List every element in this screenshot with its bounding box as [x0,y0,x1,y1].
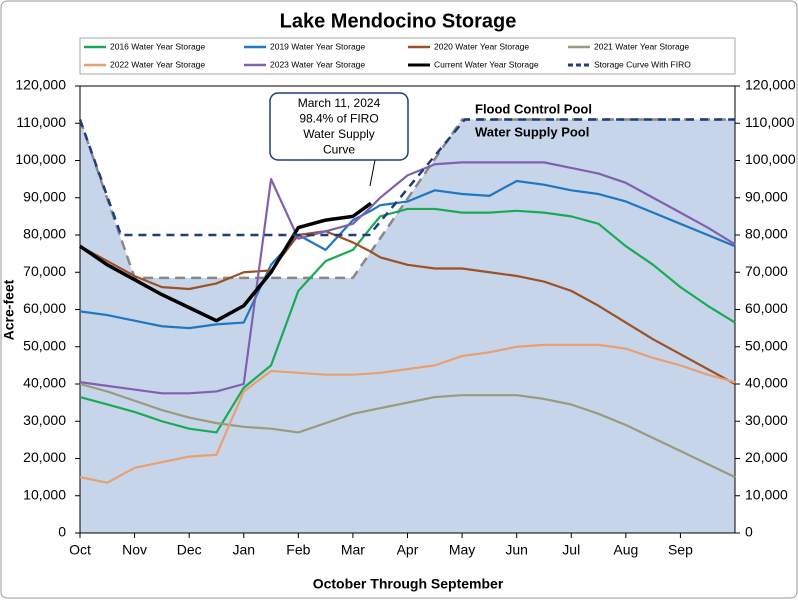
y2-tick-label: 120,000 [745,77,796,93]
y-tick-label: 120,000 [15,77,66,93]
y2-tick-label: 20,000 [745,449,788,465]
y-tick-label: 10,000 [23,486,66,502]
y-axis-label: Acre-feet [1,279,17,340]
annotation-text: Curve [323,143,355,157]
y-tick-label: 30,000 [23,412,66,428]
pool-label: Flood Control Pool [475,101,592,116]
y-tick-label: 60,000 [23,300,66,316]
annotation-pointer [369,159,376,187]
y-tick-label: 90,000 [23,188,66,204]
x-tick-label: Mar [341,542,365,558]
series-line [79,161,736,395]
x-tick-label: Jan [232,542,255,558]
rule-curve [78,118,735,280]
x-axis-label: October Through September [313,576,504,592]
y2-tick-label: 90,000 [745,188,788,204]
series-line [79,207,736,434]
y-tick-label: 70,000 [23,263,66,279]
legend-label: Storage Curve With FIRO [594,59,691,69]
series-line [79,179,736,330]
y-tick-label: 110,000 [16,114,66,130]
legend-label: 2019 Water Year Storage [270,41,365,51]
x-tick-label: Nov [122,542,147,558]
y-tick-label: 0 [58,524,66,540]
annotation-text: Water Supply [303,127,375,141]
annotation-box [269,92,409,161]
legend: 2016 Water Year Storage 2019 Water Year S… [79,37,736,75]
legend-label: 2020 Water Year Storage [434,41,529,51]
y2-tick-label: 30,000 [745,412,788,428]
legend-label: Current Water Year Storage [434,59,539,69]
x-tick-label: Apr [397,542,419,558]
x-tick-label: Jul [562,542,580,558]
x-tick-label: Jun [505,542,528,558]
series-line [79,382,736,479]
y2-tick-label: 10,000 [745,486,788,502]
y-tick-label: 80,000 [23,226,66,242]
x-tick-label: Aug [613,542,638,558]
x-tick-label: Dec [177,542,202,558]
y2-tick-label: 80,000 [745,226,788,242]
y2-tick-label: 50,000 [745,337,788,353]
legend-box [79,37,736,75]
legend-label: 2022 Water Year Storage [110,59,205,69]
y-tick-label: 100,000 [15,151,66,167]
legend-label: 2023 Water Year Storage [270,59,365,69]
series-line [79,201,372,323]
water-supply-area [80,119,735,534]
x-tick-label: Feb [286,542,310,558]
y-tick-label: 20,000 [23,449,66,465]
y2-tick-label: 70,000 [745,263,788,279]
x-tick-label: Oct [69,542,91,558]
pool-label: Water Supply Pool [475,124,589,139]
x-tick-label: May [449,542,475,558]
annotation-text: 98.4% of FIRO [299,112,378,126]
legend-label: 2021 Water Year Storage [594,41,689,51]
y-tick-label: 50,000 [23,337,66,353]
annotation-text: March 11, 2024 [298,96,381,110]
chart-title: Lake Mendocino Storage [280,10,517,32]
series-line [78,118,735,237]
y2-tick-label: 100,000 [745,151,796,167]
x-tick-label: Sep [668,542,693,558]
series-line [79,343,736,484]
series-line [79,230,736,385]
y2-tick-label: 40,000 [745,375,788,391]
y2-tick-label: 60,000 [745,300,788,316]
y-tick-label: 40,000 [23,375,66,391]
y2-tick-label: 0 [745,524,753,540]
legend-label: 2016 Water Year Storage [110,41,205,51]
y2-tick-label: 110,000 [745,114,795,130]
